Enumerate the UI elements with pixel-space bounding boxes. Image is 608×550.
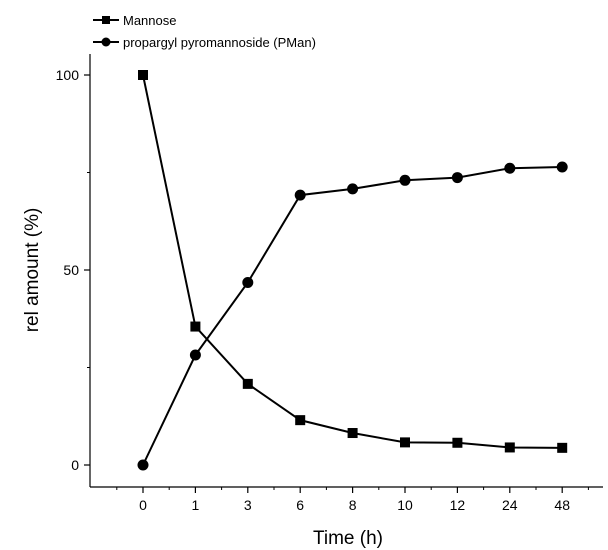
x-tick-label-1: 1 <box>192 497 200 513</box>
point-mannose-0 <box>138 70 148 80</box>
y-ticks: 0 50 100 <box>56 67 90 473</box>
point-mannose-10 <box>400 437 410 448</box>
y-tick-label-0: 0 <box>71 457 79 473</box>
series-layer <box>137 70 568 471</box>
point-mannose-3 <box>242 378 253 389</box>
legend-label-pman: propargyl pyromannoside (PMan) <box>123 35 316 50</box>
legend: Mannose propargyl pyromannoside (PMan) <box>93 13 316 50</box>
axes <box>89 54 603 488</box>
point-pman-24 <box>504 162 516 174</box>
point-pman-1 <box>189 349 201 361</box>
point-mannose-12 <box>452 437 463 448</box>
x-tick-label-6: 6 <box>296 497 304 513</box>
legend-entry-mannose: Mannose <box>93 13 176 28</box>
y-tick-label-100: 100 <box>56 67 80 83</box>
legend-marker-mannose <box>102 16 110 24</box>
point-pman-3 <box>242 276 254 288</box>
point-mannose-24 <box>504 442 515 453</box>
x-tick-label-0: 0 <box>139 497 147 513</box>
x-tick-label-24: 24 <box>502 497 518 513</box>
x-tick-label-3: 3 <box>244 497 252 513</box>
point-pman-10 <box>399 174 411 186</box>
x-axis-title: Time (h) <box>313 528 383 549</box>
point-pman-6 <box>294 189 306 201</box>
legend-entry-pman: propargyl pyromannoside (PMan) <box>93 35 316 50</box>
x-tick-label-8: 8 <box>349 497 357 513</box>
point-pman-12 <box>451 172 463 184</box>
x-ticks: 0 1 3 6 8 10 12 24 48 <box>116 487 589 513</box>
point-pman-48 <box>556 161 568 173</box>
point-mannose-6 <box>295 415 306 426</box>
point-mannose-1 <box>190 321 201 332</box>
x-tick-label-12: 12 <box>450 497 466 513</box>
series-line-pman <box>142 166 563 466</box>
x-tick-label-48: 48 <box>554 497 570 513</box>
y-tick-label-50: 50 <box>63 262 79 278</box>
x-tick-label-10: 10 <box>397 497 413 513</box>
legend-label-mannose: Mannose <box>123 13 176 28</box>
point-mannose-8 <box>347 428 358 439</box>
point-pman-0 <box>137 459 149 471</box>
y-axis-title: rel amount (%) <box>22 208 43 333</box>
legend-marker-pman <box>101 37 111 47</box>
series-line-mannose <box>142 74 563 449</box>
point-mannose-48 <box>557 442 568 453</box>
point-pman-8 <box>347 183 359 195</box>
